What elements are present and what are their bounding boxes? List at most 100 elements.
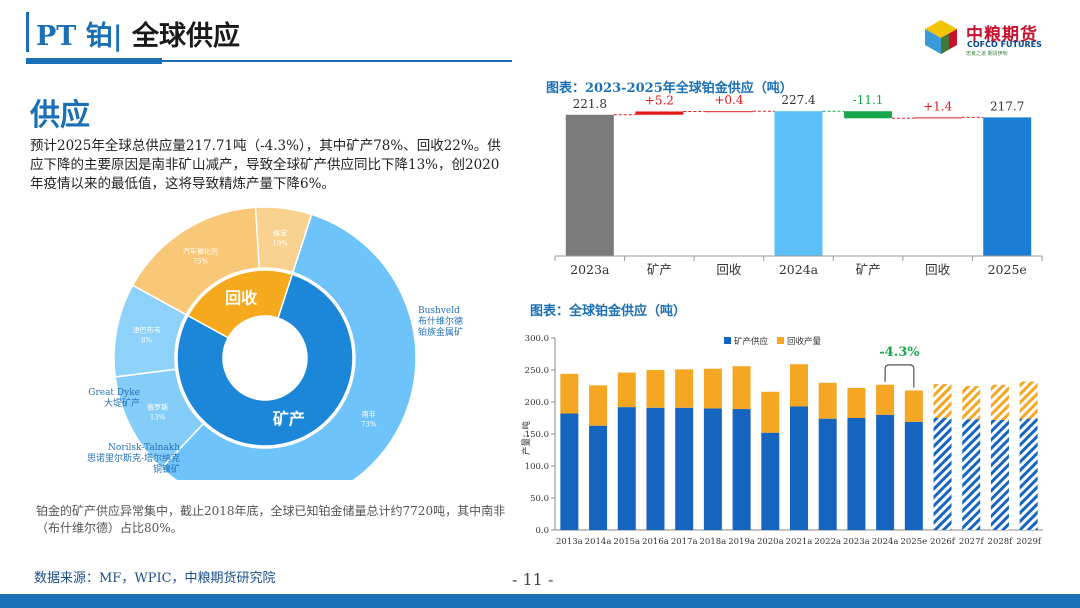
header-rule-thin bbox=[162, 60, 512, 62]
bar-segment-recycle bbox=[617, 372, 636, 408]
legend-swatch-recycle bbox=[777, 337, 784, 344]
bar-segment-mine bbox=[1019, 418, 1038, 530]
waterfall-data-label: -11.1 bbox=[853, 95, 884, 107]
bar-segment-mine bbox=[818, 418, 837, 530]
bar-category-label: 2021a bbox=[786, 537, 813, 547]
legend-label-recycle: 回收产量 bbox=[787, 336, 822, 347]
bar-segment-mine bbox=[962, 419, 981, 530]
waterfall-data-label: +5.2 bbox=[645, 95, 674, 107]
title-separator: | bbox=[112, 21, 123, 52]
footer-bar bbox=[0, 594, 1080, 608]
outer-slice-label: 俄罗斯 bbox=[147, 403, 168, 412]
bar-segment-recycle bbox=[876, 384, 895, 415]
data-source: 数据来源：MF，WPIC，中粮期货研究院 bbox=[34, 571, 276, 586]
outer-slice-pct: 73% bbox=[361, 420, 377, 428]
cofco-logo-icon bbox=[925, 20, 957, 54]
bar-segment-mine bbox=[646, 407, 665, 530]
legend-swatch-mine bbox=[724, 337, 731, 344]
outer-slice bbox=[254, 206, 313, 274]
bar-y-tick-label: 300.0 bbox=[525, 334, 549, 344]
waterfall-data-label: 217.7 bbox=[990, 99, 1024, 113]
outer-slice-label: 汽车催化剂 bbox=[183, 246, 218, 255]
logo-name-en: COFCO FUTURES bbox=[967, 40, 1042, 49]
waterfall-bar bbox=[635, 111, 684, 115]
outer-slice-label: 珠宝 bbox=[273, 228, 287, 237]
bar-segment-recycle bbox=[1019, 381, 1038, 419]
bar-y-tick-label: 200.0 bbox=[525, 398, 549, 408]
waterfall-title: 图表：2023-2025年全球铂金供应（吨） bbox=[546, 81, 793, 96]
title-main: 全球供应 bbox=[132, 21, 241, 52]
bar-y-axis-label: 产量：吨 bbox=[521, 421, 532, 456]
region-callout: Bushveld bbox=[418, 306, 460, 316]
waterfall-data-label: 227.4 bbox=[781, 95, 816, 107]
bar-segment-recycle bbox=[732, 366, 751, 410]
bar-category-label: 2019a bbox=[728, 537, 755, 547]
outer-slice-label: 津巴布韦 bbox=[133, 325, 161, 334]
waterfall-bar bbox=[774, 111, 823, 256]
waterfall-data-label: +1.4 bbox=[923, 99, 953, 113]
bar-segment-mine bbox=[589, 425, 608, 530]
bar-category-label: 2028f bbox=[988, 537, 1014, 547]
bar-segment-recycle bbox=[933, 384, 952, 418]
waterfall-category-label: 回收 bbox=[925, 262, 951, 277]
supply-summary: 预计2025年全球总供应量217.71吨（-4.3%），其中矿产78%、回收22… bbox=[30, 138, 501, 192]
section-title: 供应 bbox=[30, 98, 90, 133]
waterfall-category-label: 2023a bbox=[570, 262, 610, 277]
bar-segment-recycle bbox=[703, 368, 722, 409]
waterfall-category-label: 2024a bbox=[779, 262, 819, 277]
waterfall-data-label: +0.4 bbox=[714, 95, 744, 107]
waterfall-category-label: 2025e bbox=[988, 262, 1027, 277]
bar-category-label: 2024a bbox=[872, 537, 899, 547]
bar-segment-mine bbox=[732, 409, 751, 530]
outer-slice-label: 南非 bbox=[362, 409, 376, 418]
bar-segment-mine bbox=[560, 413, 579, 530]
waterfall-bar bbox=[844, 111, 893, 119]
bar-segment-mine bbox=[617, 407, 636, 530]
bar-segment-mine bbox=[675, 407, 694, 530]
logo-name-cn: 中粮期货 bbox=[966, 25, 1038, 45]
bar-category-label: 2022a bbox=[814, 537, 841, 547]
bar-category-label: 2017a bbox=[671, 537, 698, 547]
bar-category-label: 2014a bbox=[585, 537, 612, 547]
change-bracket bbox=[884, 364, 915, 388]
bar-category-label: 2018a bbox=[700, 537, 727, 547]
bar-y-tick-label: 100.0 bbox=[525, 462, 549, 472]
reserves-note: 铂金的矿产供应异常集中，截止2018年底，全球已知铂金储量总计约7720吨，其中… bbox=[36, 504, 506, 535]
waterfall-category-label: 矿产 bbox=[856, 262, 881, 277]
bar-y-tick-label: 50.0 bbox=[530, 494, 549, 504]
outer-slice-pct: 19% bbox=[272, 239, 288, 247]
bar-category-label: 2015a bbox=[613, 537, 640, 547]
waterfall-chart: 221.8 2023a +5.2 矿产 +0.4 回收 227.4 2024a -11.1 矿产 +… bbox=[554, 95, 1043, 277]
bar-y-tick-label: 0.0 bbox=[535, 526, 549, 536]
bar-category-label: 2026f bbox=[930, 537, 956, 547]
waterfall-bar bbox=[704, 111, 753, 113]
header-accent-bar bbox=[26, 12, 29, 52]
bar-category-label: 2025e bbox=[900, 537, 927, 547]
bar-category-label: 2027f bbox=[959, 537, 985, 547]
bar-category-label: 2016a bbox=[642, 537, 669, 547]
bar-y-tick-label: 250.0 bbox=[525, 366, 549, 376]
region-callout: 思诺里尔斯克-塔尔纳克 bbox=[87, 452, 180, 464]
bar-segment-mine bbox=[790, 406, 808, 530]
bar-segment-mine bbox=[876, 414, 895, 530]
bar-segment-recycle bbox=[675, 369, 694, 408]
region-callout: 布什维尔德 bbox=[418, 315, 463, 327]
inner-slice-label: 矿产 bbox=[273, 409, 305, 428]
waterfall-bar bbox=[913, 117, 962, 119]
header-rule bbox=[26, 58, 162, 64]
waterfall-category-label: 矿产 bbox=[647, 262, 672, 277]
bar-segment-recycle bbox=[761, 391, 780, 433]
bar-segment-recycle bbox=[560, 373, 579, 414]
waterfall-data-label: 221.8 bbox=[573, 97, 607, 111]
stacked-bar-title: 图表：全球铂金供应（吨） bbox=[530, 304, 687, 319]
bar-y-tick-label: 150.0 bbox=[525, 430, 549, 440]
waterfall-bar bbox=[565, 114, 614, 256]
outer-slice bbox=[160, 213, 417, 480]
waterfall-category-label: 回收 bbox=[716, 262, 742, 277]
logo-tagline: 忠良之道 期货伊甸 bbox=[966, 51, 1008, 57]
title-prefix: PT 铂 bbox=[36, 21, 113, 52]
bar-segment-recycle bbox=[646, 370, 665, 408]
bar-segment-mine bbox=[933, 418, 952, 530]
bar-segment-mine bbox=[847, 418, 866, 530]
